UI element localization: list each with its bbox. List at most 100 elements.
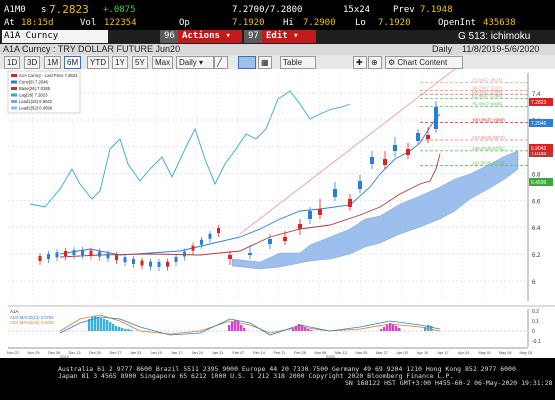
footer-session: SN 168122 HST GMT+3:00 H455-60-2 06-May-… — [345, 379, 553, 387]
legend-swatch — [11, 93, 17, 97]
chart-panel[interactable]: 23.6%(7.4524) 38.2%(7.3263) 50.0%(7.2254) 6… — [0, 68, 555, 359]
candle-body — [55, 252, 59, 258]
openint-value: 435638 — [483, 18, 516, 28]
x-tick-label: Feb 28 — [294, 351, 306, 355]
macd-histogram-bar — [231, 322, 234, 331]
candle-body — [318, 209, 322, 215]
x-tick-label: Nov 22 — [7, 351, 19, 355]
x-axis: Nov 22 Nov 29 Dec 06 Dec 13 Dec 20 Dec 27 Jan … — [7, 347, 532, 359]
crosshair-icon[interactable]: ⊕ — [368, 56, 382, 69]
y-tick-label: 7.4 — [532, 92, 541, 98]
x-tick-label: Feb 14 — [253, 351, 265, 355]
chart-style-icon[interactable] — [238, 56, 256, 69]
candle-body — [115, 255, 118, 261]
period-max[interactable]: Max — [152, 56, 174, 69]
fib-label: 138.2%(6.8701) — [472, 146, 505, 151]
macd-histogram-bar — [94, 316, 97, 331]
period-3d[interactable]: 3D — [24, 56, 41, 69]
security-input[interactable]: A1A Curncy — [2, 30, 108, 43]
legend-swatch — [11, 74, 17, 77]
macd-histogram-bar — [124, 329, 127, 331]
actions-menu-button[interactable]: Actions ▾ — [178, 30, 242, 43]
price-tag-label: 7.2823 — [531, 100, 547, 106]
command-bar: A1A Curncy 96 Actions ▾ 97 Edit ▾ G 513:… — [0, 30, 555, 44]
actions-menu-number[interactable]: 96 — [160, 30, 178, 43]
trend-line — [239, 68, 456, 235]
x-tick-label: Nov 29 — [28, 351, 40, 355]
chart-title-bar: A1A Curncy : TRY DOLLAR FUTURE Jun20 Dai… — [0, 44, 555, 55]
vol-value: 122354 — [104, 18, 137, 28]
candle-body — [140, 260, 144, 266]
price-tag — [529, 119, 553, 127]
zoom-icon[interactable]: ✚ — [353, 56, 367, 69]
low-label: Lo — [355, 18, 366, 28]
candle-body — [383, 159, 387, 165]
candlesticks — [38, 101, 438, 271]
lagging-span-line — [29, 90, 351, 208]
screen-title: G 513: ichimoku — [458, 31, 531, 42]
legend-swatch — [11, 87, 17, 90]
candle-body — [393, 145, 397, 151]
macd-histogram-bar — [127, 329, 130, 331]
x-tick-label: May 08 — [499, 351, 511, 355]
x-tick-label: Jan 03 — [130, 351, 141, 355]
macd-line1: ADX MACD(12) 2.0782 — [10, 315, 54, 320]
legend-swatch — [11, 80, 17, 84]
fib-label: 50.0%(7.2254) — [472, 89, 503, 94]
quote-bar: A1M0 s 7.2823 +.0875 7.2700/7.2800 15x24… — [0, 3, 555, 17]
x-tick-label: Apr 24 — [458, 351, 469, 355]
openint-label: OpenInt — [438, 18, 476, 28]
frequency-select[interactable]: Daily ▾ — [176, 56, 214, 69]
chart-date-range: 11/8/2019-5/6/2020 — [462, 44, 540, 54]
edit-menu-number[interactable]: 97 — [244, 30, 262, 43]
open-label: Op — [179, 18, 190, 28]
x-tick-label: Apr 10 — [417, 351, 428, 355]
candle-body — [333, 189, 337, 197]
legend-swatch — [11, 100, 17, 103]
chart-background — [0, 69, 555, 358]
x-tick-label: Mar 20 — [356, 351, 368, 355]
period-1y[interactable]: 1Y — [112, 56, 128, 69]
chart-content-button[interactable]: ⚙ Chart Content — [385, 56, 463, 69]
price-tag-label: 7.0185 — [531, 151, 547, 157]
period-ytd[interactable]: YTD — [87, 56, 109, 69]
macd-histogram-bar — [304, 327, 307, 331]
candle-body — [89, 250, 93, 256]
edit-menu-button[interactable]: Edit ▾ — [262, 30, 316, 43]
legend-entry: A1A Curncy - Last Price 7.2823 — [19, 73, 78, 78]
period-6m[interactable]: 6M — [64, 56, 82, 69]
macd-histogram-bar — [237, 321, 240, 331]
period-5y[interactable]: 5Y — [132, 56, 148, 69]
candle-body — [416, 133, 420, 141]
chart-toolbar: 1D 3D 1M 6M YTD 1Y 5Y Max Daily ▾ ╱ ▦ Ta… — [0, 55, 555, 69]
macd-axis-label: -0.1 — [532, 339, 541, 345]
price-tag-label: 7.2046 — [531, 121, 547, 127]
macd-histogram-bar — [310, 330, 313, 331]
candle-body — [406, 149, 410, 155]
price-tag — [529, 178, 553, 186]
table-grid-icon[interactable]: ▦ — [258, 56, 272, 69]
footer: Australia 61 2 9777 8600 Brazil 5511 239… — [0, 358, 555, 400]
table-button[interactable]: Table — [280, 56, 316, 69]
candle-body — [47, 254, 50, 260]
price-tag — [529, 98, 553, 106]
macd-title: A1A — [10, 309, 19, 314]
macd-histogram-bar — [301, 325, 304, 331]
period-1d[interactable]: 1D — [4, 56, 21, 69]
cloud-area — [231, 150, 519, 270]
x-tick-label: Feb 07 — [233, 351, 245, 355]
y-tick-label: 6.6 — [532, 199, 541, 205]
ichimoku-chart[interactable]: 23.6%(7.4524)38.2%(7.3263)50.0%(7.2254)6… — [0, 68, 555, 359]
draw-line-icon[interactable]: ╱ — [214, 56, 228, 69]
period-1m[interactable]: 1M — [44, 56, 62, 69]
macd-histogram-bar — [427, 325, 430, 331]
chevron-down-icon: ▾ — [225, 31, 231, 41]
y-tick-label: 6.4 — [532, 226, 541, 232]
candle-body — [123, 257, 127, 263]
candle-body — [200, 239, 203, 245]
candle-body — [98, 251, 101, 257]
low-value: 7.1920 — [378, 18, 411, 28]
macd-histogram-bar — [424, 327, 427, 331]
ichimoku-cloud — [231, 150, 519, 270]
